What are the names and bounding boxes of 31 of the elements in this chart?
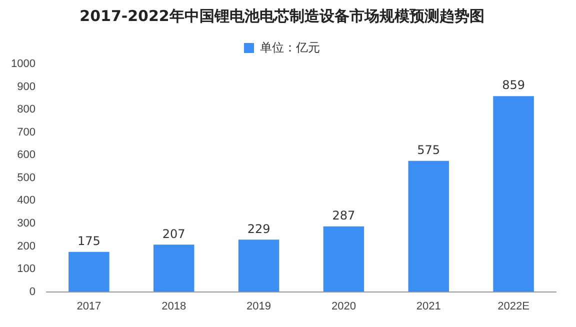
x-tick-label: 2017 (76, 300, 102, 312)
y-tick-label: 900 (17, 80, 36, 93)
data-label: 229 (247, 222, 270, 236)
x-tick-label: 2021 (416, 300, 441, 312)
bar (493, 96, 534, 292)
data-label: 175 (77, 234, 100, 248)
x-tick-label: 2022E (498, 300, 530, 312)
bar (153, 244, 194, 292)
y-tick-label: 300 (17, 217, 36, 230)
y-tick-label: 800 (17, 104, 36, 116)
y-tick-label: 400 (17, 194, 36, 207)
bar (68, 252, 110, 292)
y-tick-label: 200 (17, 240, 36, 252)
y-tick-label: 100 (17, 263, 36, 276)
x-tick-label: 2019 (246, 300, 272, 312)
bar (408, 160, 449, 292)
legend-label: 单位：亿元 (260, 40, 320, 54)
data-label: 287 (332, 208, 356, 223)
data-label: 207 (162, 226, 186, 241)
x-tick-label: 2020 (331, 300, 356, 312)
x-tick-label: 2018 (162, 300, 186, 312)
bar (323, 226, 364, 292)
y-tick-label: 0 (29, 286, 36, 298)
chart-title: 2017-2022年中国锂电池电芯制造设备市场规模预测趋势图 (80, 6, 484, 25)
y-tick-label: 600 (17, 149, 36, 162)
data-label: 859 (502, 78, 525, 92)
y-tick-label: 500 (17, 172, 36, 184)
bar (238, 240, 280, 292)
data-label: 575 (417, 142, 440, 157)
y-tick-label: 1000 (10, 58, 36, 70)
y-tick-label: 700 (17, 126, 36, 138)
